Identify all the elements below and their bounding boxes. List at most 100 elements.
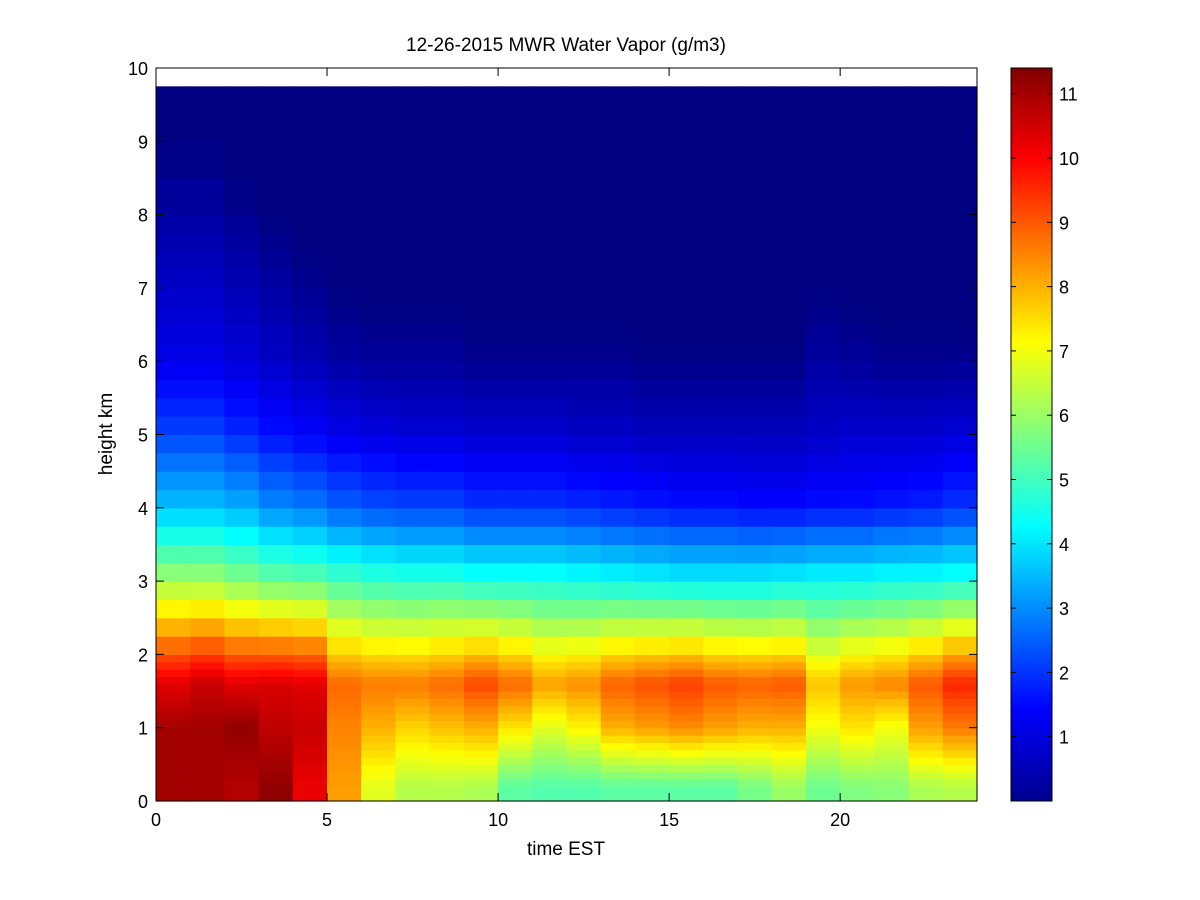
heatmap-cell bbox=[156, 269, 191, 289]
heatmap-cell bbox=[908, 324, 944, 344]
heatmap-cell bbox=[498, 104, 533, 142]
heatmap-cell bbox=[669, 676, 704, 685]
heatmap-cell bbox=[327, 661, 362, 670]
heatmap-cell bbox=[190, 86, 226, 106]
heatmap-cell bbox=[498, 471, 533, 491]
heatmap-cell bbox=[874, 269, 910, 289]
heatmap-cell bbox=[566, 214, 602, 234]
heatmap-cell bbox=[532, 691, 568, 699]
heatmap-cell bbox=[771, 324, 807, 344]
heatmap-cell bbox=[224, 177, 260, 216]
heatmap-cell bbox=[634, 683, 670, 692]
heatmap-cell bbox=[327, 361, 362, 381]
heatmap-cell bbox=[805, 713, 841, 721]
heatmap-cell bbox=[669, 287, 704, 307]
heatmap-cell bbox=[498, 749, 533, 758]
heatmap-cell bbox=[224, 779, 260, 787]
chart-title: 12-26-2015 MWR Water Vapor (g/m3) bbox=[406, 35, 726, 56]
heatmap-cell bbox=[532, 735, 568, 743]
heatmap-cell bbox=[771, 416, 807, 436]
heatmap-cell bbox=[224, 507, 260, 527]
heatmap-cell bbox=[669, 397, 704, 417]
heatmap-cell bbox=[669, 705, 704, 714]
heatmap-cell bbox=[498, 683, 533, 692]
heatmap-cell bbox=[532, 779, 568, 787]
heatmap-cell bbox=[566, 771, 602, 780]
heatmap-cell bbox=[429, 251, 465, 271]
heatmap-cell bbox=[327, 654, 362, 663]
heatmap-cell bbox=[805, 727, 841, 736]
heatmap-cell bbox=[566, 379, 602, 399]
heatmap-cell bbox=[942, 793, 978, 802]
heatmap-cell bbox=[361, 617, 397, 637]
heatmap-cell bbox=[190, 562, 226, 582]
heatmap-cell bbox=[463, 793, 499, 802]
heatmap-cell bbox=[634, 705, 670, 714]
heatmap-cell bbox=[669, 214, 704, 234]
heatmap-cell bbox=[805, 698, 841, 707]
heatmap-cell bbox=[840, 471, 875, 491]
heatmap-cell bbox=[805, 86, 841, 106]
heatmap-cell bbox=[942, 683, 978, 692]
heatmap-cell bbox=[703, 654, 739, 663]
heatmap-cell bbox=[703, 779, 739, 787]
heatmap-cell bbox=[292, 104, 328, 142]
heatmap-cell bbox=[840, 683, 875, 692]
heatmap-cell bbox=[703, 636, 739, 655]
heatmap-cell bbox=[327, 379, 362, 399]
heatmap-cell bbox=[600, 599, 636, 619]
heatmap-cell bbox=[840, 735, 875, 743]
heatmap-cell bbox=[634, 269, 670, 289]
heatmap-cell bbox=[532, 416, 568, 436]
heatmap-cell bbox=[771, 251, 807, 271]
heatmap-cell bbox=[737, 86, 773, 106]
heatmap-cell bbox=[669, 232, 704, 252]
heatmap-cell bbox=[429, 705, 465, 714]
heatmap-cell bbox=[669, 489, 704, 509]
heatmap-cell bbox=[258, 636, 294, 655]
heatmap-cell bbox=[258, 757, 294, 765]
heatmap-cell bbox=[669, 742, 704, 751]
heatmap-cell bbox=[156, 676, 191, 685]
heatmap-cell bbox=[840, 720, 875, 729]
heatmap-cell bbox=[395, 581, 431, 601]
heatmap-cell bbox=[805, 599, 841, 619]
heatmap-cell bbox=[292, 141, 328, 179]
heatmap-cell bbox=[463, 727, 499, 736]
heatmap-cell bbox=[498, 287, 533, 307]
heatmap-cell bbox=[840, 691, 875, 699]
heatmap-cell bbox=[498, 757, 533, 765]
heatmap-cell bbox=[498, 269, 533, 289]
heatmap-cell bbox=[703, 86, 739, 106]
heatmap-cell bbox=[463, 636, 499, 655]
heatmap-cell bbox=[942, 104, 978, 142]
heatmap-cell bbox=[292, 599, 328, 619]
heatmap-cell bbox=[292, 617, 328, 637]
heatmap-cell bbox=[600, 786, 636, 795]
heatmap-cell bbox=[908, 361, 944, 381]
heatmap-cell bbox=[703, 562, 739, 582]
heatmap-cell bbox=[908, 654, 944, 663]
y-tick-label: 7 bbox=[138, 279, 148, 299]
heatmap-cell bbox=[669, 471, 704, 491]
heatmap-cell bbox=[532, 489, 568, 509]
heatmap-cell bbox=[224, 86, 260, 106]
heatmap-cell bbox=[429, 471, 465, 491]
heatmap-cell bbox=[942, 379, 978, 399]
heatmap-cell bbox=[771, 581, 807, 601]
heatmap-cell bbox=[429, 749, 465, 758]
heatmap-cell bbox=[395, 342, 431, 362]
heatmap-cell bbox=[942, 757, 978, 765]
heatmap-cell bbox=[840, 287, 875, 307]
heatmap-cell bbox=[634, 507, 670, 527]
heatmap-cell bbox=[429, 661, 465, 670]
heatmap-cell bbox=[292, 713, 328, 721]
heatmap-cell bbox=[498, 720, 533, 729]
heatmap-cell bbox=[908, 676, 944, 685]
heatmap-cell bbox=[463, 324, 499, 344]
heatmap-cell bbox=[908, 691, 944, 699]
x-tick-label: 10 bbox=[488, 810, 508, 830]
heatmap-cell bbox=[156, 599, 191, 619]
heatmap-cell bbox=[703, 669, 739, 677]
heatmap-cell bbox=[156, 214, 191, 234]
